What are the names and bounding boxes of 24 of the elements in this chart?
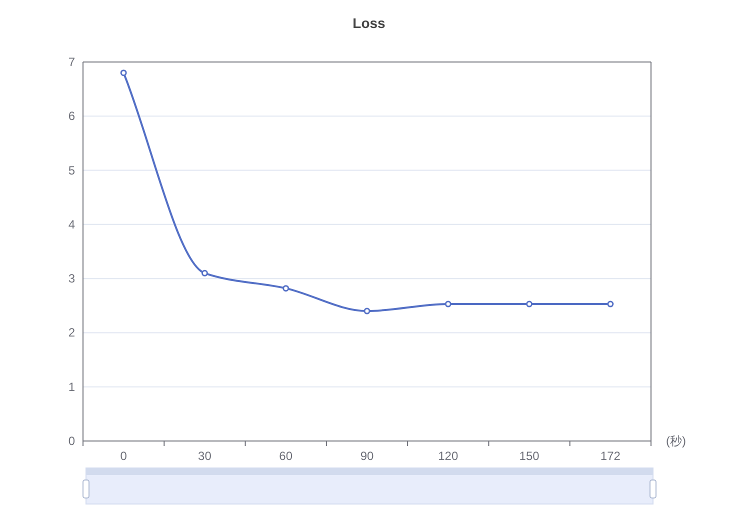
- point: [607, 300, 614, 308]
- x-tick-label: 60: [279, 449, 293, 463]
- y-tick-label: 1: [68, 380, 76, 394]
- point: [444, 300, 452, 308]
- point: [120, 70, 127, 76]
- y-tick-label: 4: [68, 217, 76, 232]
- y-tick-label: 5: [68, 163, 76, 178]
- x-tick-label: 90: [360, 449, 374, 463]
- y-tick-label: 0: [68, 434, 76, 448]
- x-tick-label: 120: [438, 449, 458, 463]
- chart-title: Loss: [352, 15, 386, 31]
- point: [526, 300, 533, 308]
- y-tick-label: 7: [68, 55, 76, 69]
- point: [364, 308, 370, 314]
- x-tick-label: 0: [120, 449, 128, 463]
- x-tick-label: 172: [600, 449, 621, 463]
- y-tick-label: 6: [68, 109, 76, 124]
- x-axis-title: (秒): [666, 434, 686, 448]
- x-tick-label: 150: [519, 449, 540, 463]
- y-tick-label: 2: [68, 326, 76, 340]
- point: [282, 285, 290, 292]
- point: [201, 270, 208, 276]
- x-tick-label: 30: [198, 449, 212, 463]
- y-tick-label: 3: [68, 272, 76, 286]
